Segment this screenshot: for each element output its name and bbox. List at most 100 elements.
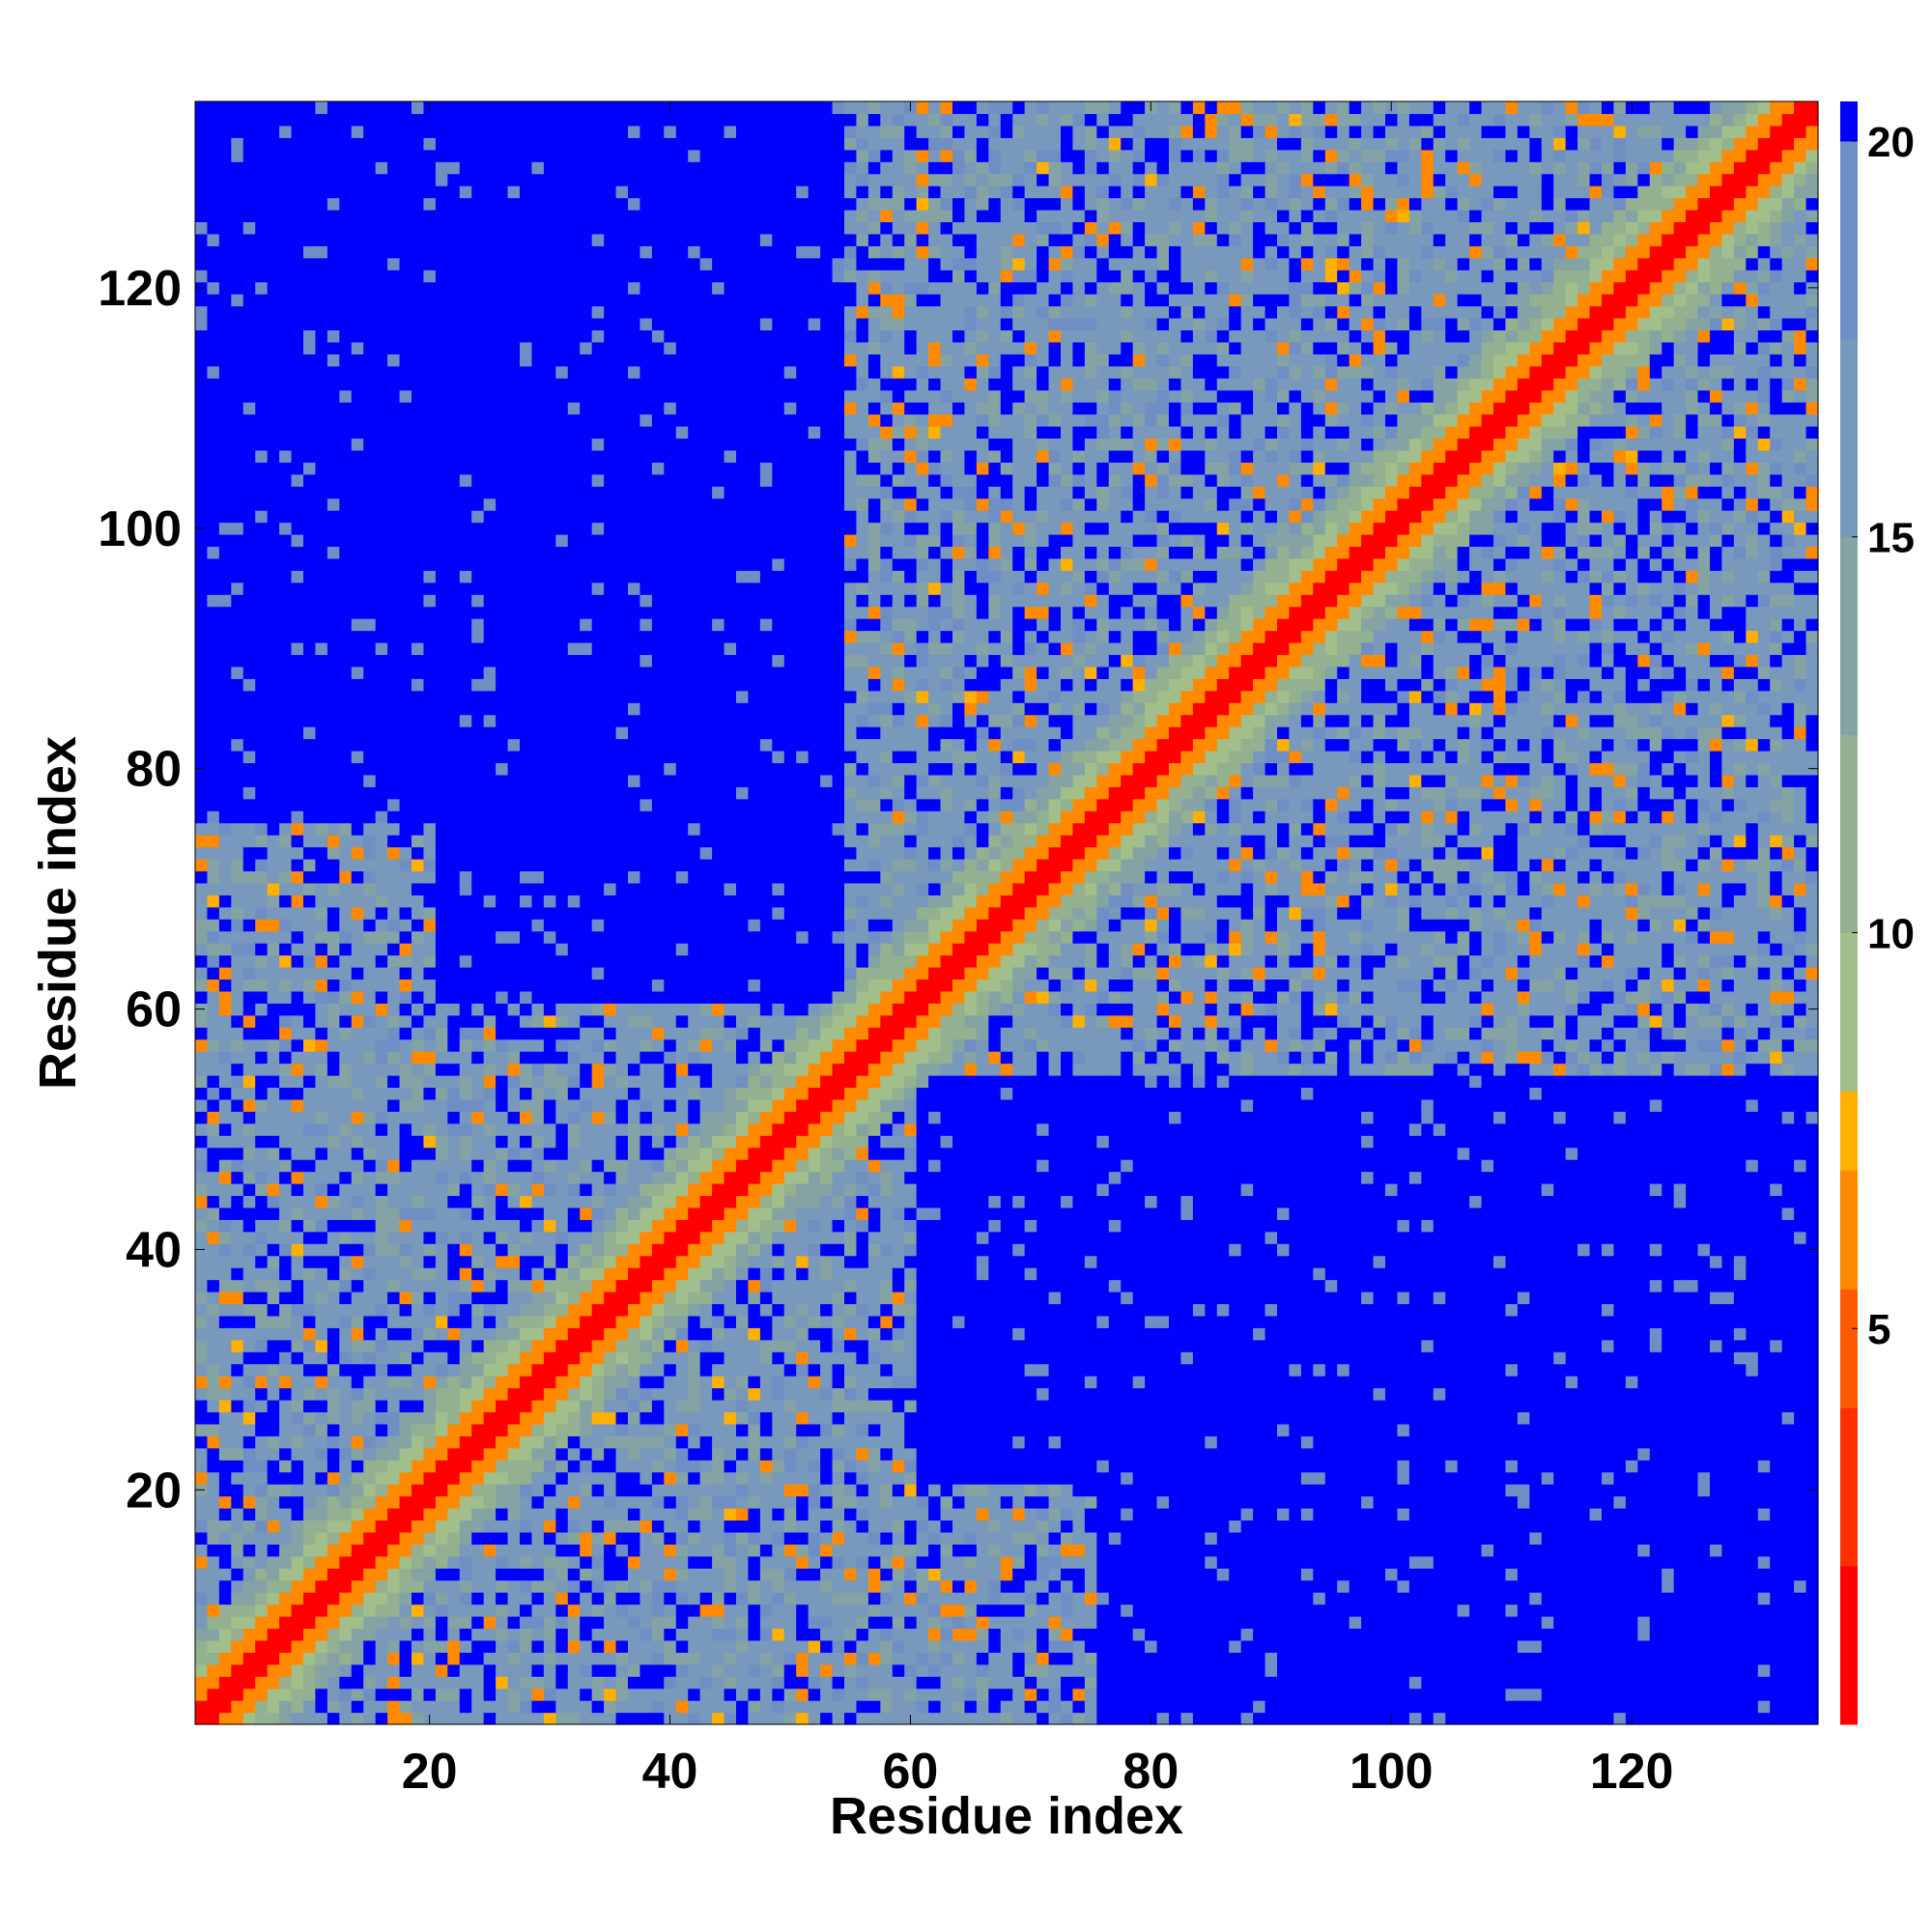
heatmap-cell: [339, 1123, 352, 1136]
heatmap-cell: [592, 1364, 605, 1377]
heatmap-cell: [279, 534, 292, 547]
heatmap-cell: [255, 1424, 268, 1436]
heatmap-cell: [544, 1520, 556, 1532]
heatmap-cell: [412, 1123, 424, 1136]
heatmap-cell: [207, 1039, 219, 1052]
heatmap-cell: [315, 1280, 327, 1293]
heatmap-cell: [339, 799, 352, 811]
heatmap-cell: [255, 1592, 268, 1605]
heatmap-cell: [231, 1640, 243, 1653]
heatmap-cell: [520, 534, 532, 547]
heatmap-cell: [508, 715, 521, 727]
heatmap-cell: [376, 1219, 388, 1232]
heatmap-cell: [412, 1544, 424, 1556]
heatmap-cell: [255, 1232, 268, 1244]
heatmap-cell: [471, 1064, 484, 1076]
heatmap-cell: [544, 1351, 556, 1364]
heatmap-cell: [231, 1267, 243, 1280]
heatmap-cell: [520, 558, 532, 571]
heatmap-cell: [520, 654, 532, 667]
heatmap-cell: [447, 474, 460, 487]
heatmap-cell: [555, 523, 568, 535]
heatmap-cell: [387, 1520, 400, 1532]
heatmap-cell: [544, 1208, 556, 1220]
heatmap-cell: [496, 1183, 508, 1196]
heatmap-cell: [484, 126, 497, 138]
heatmap-cell: [436, 1448, 448, 1461]
heatmap-cell: [544, 318, 556, 330]
heatmap-cell: [496, 835, 508, 847]
heatmap-cell: [412, 762, 424, 775]
heatmap-cell: [471, 1400, 484, 1412]
heatmap-cell: [412, 294, 424, 306]
heatmap-cell: [447, 113, 460, 126]
heatmap-cell: [352, 1195, 364, 1208]
heatmap-cell: [496, 1267, 508, 1280]
heatmap-cell: [268, 1123, 280, 1136]
heatmap-cell: [628, 931, 640, 944]
heatmap-cell: [207, 282, 219, 295]
heatmap-cell: [544, 859, 556, 871]
heatmap-cell: [580, 113, 592, 126]
heatmap-cell: [592, 1376, 605, 1388]
heatmap-cell: [195, 1400, 208, 1412]
heatmap-cell: [544, 534, 556, 547]
heatmap-cell: [219, 1556, 232, 1569]
heatmap-cell: [604, 1652, 616, 1664]
heatmap-cell: [412, 390, 424, 403]
heatmap-cell: [195, 1340, 208, 1352]
heatmap-cell: [195, 474, 208, 487]
heatmap-cell: [327, 450, 340, 463]
heatmap-cell: [436, 438, 448, 450]
heatmap-cell: [484, 245, 497, 258]
heatmap-cell: [339, 594, 352, 607]
heatmap-cell: [195, 161, 208, 174]
heatmap-cell: [292, 378, 304, 390]
heatmap-cell: [303, 726, 316, 739]
heatmap-cell: [544, 270, 556, 282]
heatmap-cell: [604, 534, 616, 547]
heatmap-cell: [387, 607, 400, 619]
heatmap-cell: [400, 1568, 412, 1580]
heatmap-cell: [460, 907, 472, 920]
heatmap-cell: [255, 823, 268, 836]
heatmap-cell: [555, 1388, 568, 1401]
heatmap-cell: [460, 1327, 472, 1340]
heatmap-cell: [436, 751, 448, 763]
heatmap-cell: [531, 1568, 544, 1580]
heatmap-cell: [279, 1640, 292, 1653]
heatmap-cell: [339, 534, 352, 547]
heatmap-cell: [423, 1700, 436, 1713]
heatmap-cell: [580, 1700, 592, 1713]
heatmap-cell: [531, 1015, 544, 1028]
heatmap-cell: [628, 726, 640, 739]
heatmap-cell: [604, 1580, 616, 1593]
heatmap-cell: [207, 354, 219, 366]
heatmap-cell: [292, 570, 304, 582]
heatmap-cell: [339, 329, 352, 342]
heatmap-cell: [447, 390, 460, 403]
heatmap-cell: [303, 137, 316, 150]
heatmap-cell: [219, 1628, 232, 1640]
heatmap-cell: [327, 510, 340, 523]
heatmap-cell: [447, 486, 460, 498]
heatmap-cell: [255, 631, 268, 643]
heatmap-cell: [303, 221, 316, 234]
heatmap-cell: [471, 570, 484, 582]
heatmap-cell: [279, 775, 292, 787]
heatmap-cell: [520, 1087, 532, 1099]
heatmap-cell: [327, 306, 340, 319]
heatmap-cell: [376, 1256, 388, 1268]
heatmap-cell: [496, 329, 508, 342]
heatmap-cell: [376, 1568, 388, 1580]
heatmap-cell: [423, 1039, 436, 1052]
heatmap-cell: [400, 318, 412, 330]
heatmap-cell: [363, 739, 376, 752]
heatmap-cell: [352, 1616, 364, 1629]
heatmap-cell: [616, 1364, 629, 1377]
heatmap-cell: [484, 1051, 497, 1064]
heatmap-cell: [255, 1388, 268, 1401]
heatmap-cell: [315, 1616, 327, 1629]
heatmap-cell: [544, 282, 556, 295]
heatmap-cell: [279, 354, 292, 366]
